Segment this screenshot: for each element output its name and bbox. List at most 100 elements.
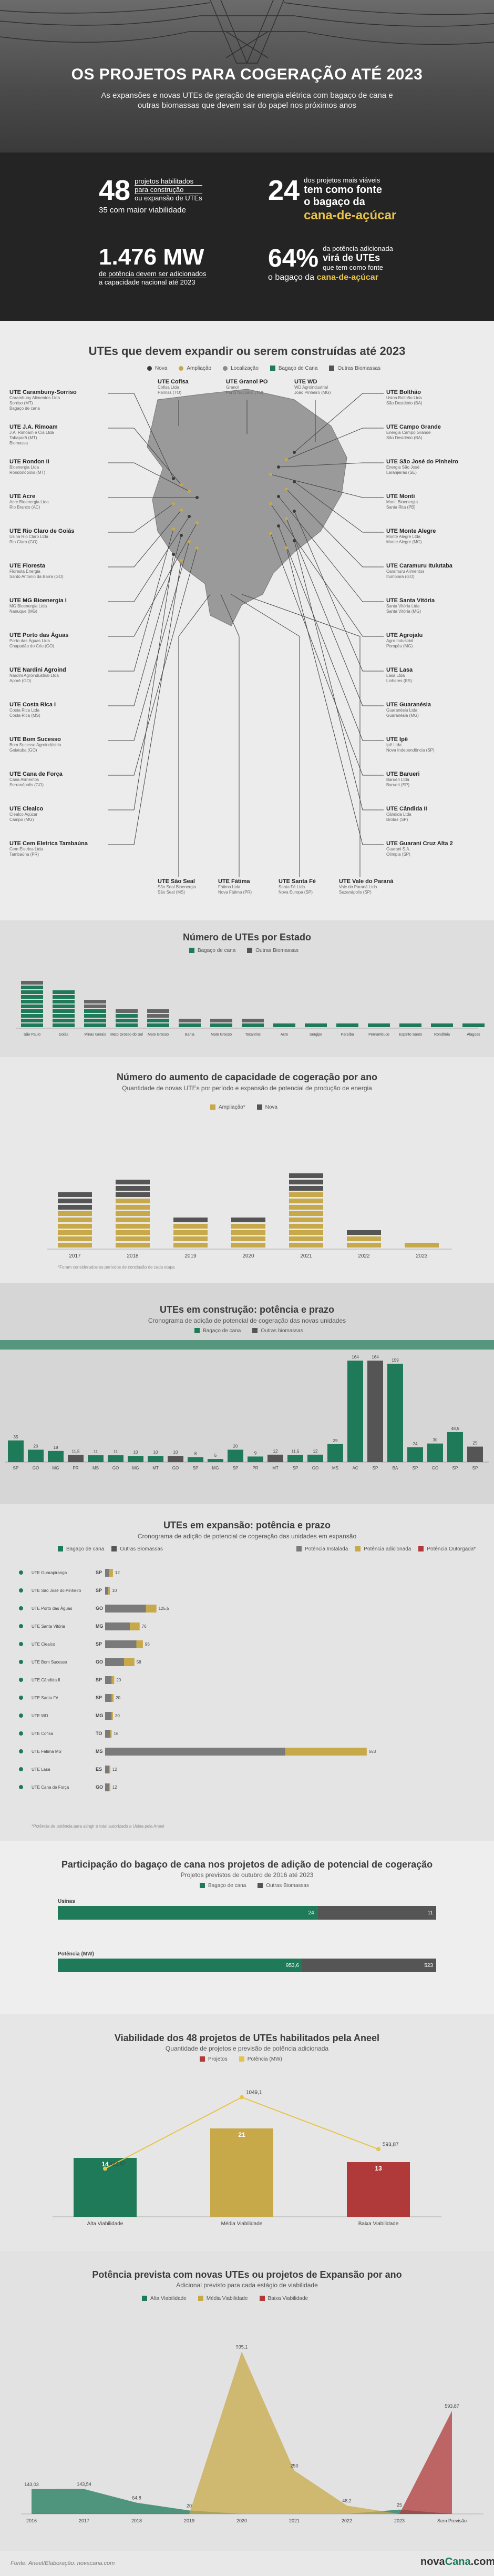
year-bar-segment (289, 1243, 323, 1248)
ute-detail: Santa Vitória (MG) (386, 609, 421, 614)
ute-detail: Tabaporã (MT) (9, 435, 37, 440)
viability-point (103, 2166, 107, 2171)
leader-line (108, 510, 182, 567)
legend-ampliacao: Ampliação (179, 366, 211, 371)
construction-bar (88, 1455, 104, 1462)
ute-name: UTE MG Bioenergia I (9, 597, 67, 604)
ute-name: UTE Santa Vitória (386, 597, 435, 604)
state-label: São Paulo (24, 1033, 40, 1037)
map-dot (293, 451, 296, 454)
ute-detail: Pompéu (MG) (386, 644, 413, 648)
chart-participation-subtitle: Projetos previstos de outubro de 2016 at… (180, 1871, 314, 1879)
map-dot (195, 521, 199, 524)
source-note: Fonte: Aneel/Elaboração: novacana.com (11, 2560, 115, 2567)
chart-construction-title: UTEs em construção: potência e prazo (159, 1304, 335, 1315)
ute-detail: Energia São José (386, 465, 420, 470)
year-label: 2018 (127, 1253, 139, 1259)
expansion-installed (105, 1587, 109, 1595)
expansion-name: UTE Santa Vitória (32, 1624, 65, 1629)
novacana-logo[interactable]: novaCana.com (420, 2556, 494, 2568)
expansion-installed (105, 1783, 109, 1791)
ute-detail: Barueri Ltda (386, 777, 409, 782)
logo-part-a: nova (420, 2556, 445, 2568)
forecast-value: 250 (290, 2463, 298, 2469)
forecast-value: 935,1 (236, 2344, 248, 2349)
ute-detail: São Seal Bioenergia (158, 885, 196, 889)
stat4-line-b: virá de UTEs (323, 252, 380, 263)
legend-alta: Alta Viabilidade (142, 2296, 187, 2301)
map-dot (285, 546, 288, 550)
ute-detail: Cem Eletrica Ltda (9, 847, 43, 851)
ute-name: UTE Rio Claro de Goiás (9, 528, 75, 534)
ute-detail: Guaranésia Ltda (386, 708, 418, 713)
expansion-state: SP (96, 1570, 102, 1575)
legend-potencia: Potência (MW) (239, 2056, 282, 2062)
ute-box-left: UTE Carambuny-Sorriso Carambuny Alimentos… (9, 389, 109, 411)
participation-bagaco (58, 1959, 302, 1972)
construction-state: MT (272, 1466, 279, 1470)
ute-detail: Olímpia (SP) (386, 852, 410, 857)
legend-outras: Outras Biomassas (111, 1546, 163, 1552)
chart-year-note: *Foram considerados os períodos de concl… (58, 1265, 175, 1270)
stat3-number: 1.476 MW (99, 244, 204, 270)
legend-outras: Outras Biomassas (329, 366, 380, 371)
ute-detail: Santa Rita (PB) (386, 505, 416, 510)
forecast-year: Sem Previsão (437, 2518, 467, 2523)
construction-state: MG (53, 1466, 59, 1470)
expansion-state: MG (96, 1624, 104, 1629)
ute-detail: Itumbiara (GO) (386, 574, 415, 579)
expansion-dot (19, 1713, 23, 1718)
chart-expansion-legend: Bagaço de cana Outras Biomassas Potência… (58, 1546, 476, 1552)
state-bar-segment (147, 1019, 169, 1022)
chart-states: São Paulo Goiás Minas Gerais Mato Grosso do… (16, 981, 485, 1037)
construction-value: 35 (14, 1435, 18, 1439)
expansion-dot (19, 1678, 23, 1682)
expansion-state: SP (96, 1588, 102, 1593)
construction-bar (327, 1444, 343, 1462)
state-bar-segment (53, 1009, 75, 1013)
stat2-line-d: cana-de-açúcar (304, 208, 397, 222)
ute-name: UTE Nardini Agroind (9, 667, 66, 673)
ute-detail: Costa Rica (MS) (9, 713, 40, 718)
expansion-value: 20 (116, 1696, 120, 1700)
leader-line (220, 594, 240, 877)
map-dot (188, 540, 191, 543)
construction-state: SP (452, 1466, 458, 1470)
legend-outras: Outras Biomassas (247, 948, 299, 954)
year-bar-segment (231, 1224, 265, 1229)
leader-line (286, 518, 384, 706)
expansion-dot (19, 1696, 23, 1700)
ute-detail: Energia Campo Grande (386, 430, 431, 435)
stat-share: 64% da potência adicionada virá de UTEs … (268, 245, 393, 282)
ute-box-left: UTE Cem Eletrica Tambaúna Cem Eletrica Lt… (9, 840, 109, 857)
leader-line (270, 533, 384, 776)
chart-year-legend: Ampliação* Nova (210, 1104, 277, 1110)
leader-line (286, 489, 384, 567)
expansion-added (124, 1658, 135, 1666)
leader-line (294, 540, 384, 810)
state-bar-segment (179, 1023, 201, 1027)
participation-value: 953,6 (286, 1963, 299, 1969)
ute-box-right: UTE Agrojalu Agro Industrial Pompéu (MG) (386, 632, 486, 649)
ute-name: UTE Granol PO (226, 379, 268, 385)
state-label: Pernambuco (368, 1033, 389, 1037)
construction-value: 25 (473, 1441, 478, 1446)
map-dot (293, 480, 296, 483)
expansion-added (146, 1605, 157, 1612)
year-bar-segment (289, 1224, 323, 1229)
ute-detail: Cana Alimentos (9, 777, 39, 782)
expansion-installed (105, 1658, 124, 1666)
leader-line (278, 462, 384, 468)
leader-line (270, 503, 384, 637)
construction-value: 48,5 (451, 1426, 459, 1431)
construction-bar (307, 1454, 323, 1462)
map-dot (172, 477, 175, 480)
state-bar-segment (431, 1023, 453, 1027)
state-bar-segment (21, 1000, 43, 1003)
forecast-value: 48,2 (342, 2498, 352, 2503)
stat4-line-c: que tem como fonte (323, 263, 383, 271)
leader-line (231, 594, 300, 877)
ute-box-right: UTE Guarani Cruz Alta 2 Guarani S.A. Olímp… (386, 840, 486, 857)
chart-viability-section: Viabilidade dos 48 projetos de UTEs habi… (0, 2014, 494, 2251)
ute-name: UTE Rondon II (9, 459, 49, 465)
